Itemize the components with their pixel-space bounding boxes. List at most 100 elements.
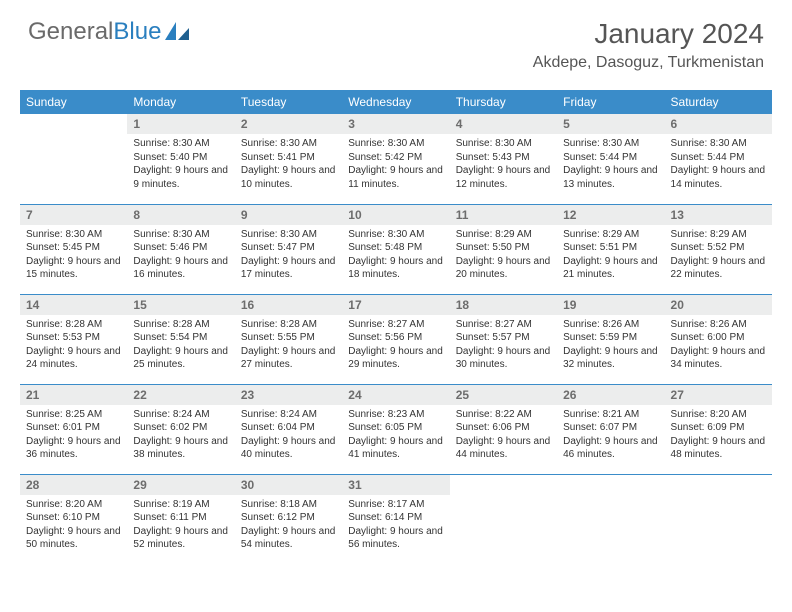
dayname-wednesday: Wednesday [342, 90, 449, 114]
day-cell: 14Sunrise: 8:28 AMSunset: 5:53 PMDayligh… [20, 294, 127, 384]
day-number: 11 [450, 205, 557, 225]
day-number: 18 [450, 295, 557, 315]
day-cell: 30Sunrise: 8:18 AMSunset: 6:12 PMDayligh… [235, 474, 342, 564]
day-details: Sunrise: 8:30 AMSunset: 5:45 PMDaylight:… [20, 225, 127, 288]
day-details: Sunrise: 8:25 AMSunset: 6:01 PMDaylight:… [20, 405, 127, 468]
day-details: Sunrise: 8:18 AMSunset: 6:12 PMDaylight:… [235, 495, 342, 558]
day-number: 14 [20, 295, 127, 315]
day-cell: 13Sunrise: 8:29 AMSunset: 5:52 PMDayligh… [665, 204, 772, 294]
day-cell: 18Sunrise: 8:27 AMSunset: 5:57 PMDayligh… [450, 294, 557, 384]
day-number: 23 [235, 385, 342, 405]
day-cell: 6Sunrise: 8:30 AMSunset: 5:44 PMDaylight… [665, 114, 772, 204]
day-details: Sunrise: 8:20 AMSunset: 6:09 PMDaylight:… [665, 405, 772, 468]
day-cell: 17Sunrise: 8:27 AMSunset: 5:56 PMDayligh… [342, 294, 449, 384]
day-details: Sunrise: 8:30 AMSunset: 5:42 PMDaylight:… [342, 134, 449, 197]
day-number: 3 [342, 114, 449, 134]
day-cell [665, 474, 772, 564]
day-number: 30 [235, 475, 342, 495]
day-details: Sunrise: 8:30 AMSunset: 5:41 PMDaylight:… [235, 134, 342, 197]
day-details: Sunrise: 8:30 AMSunset: 5:43 PMDaylight:… [450, 134, 557, 197]
day-cell: 24Sunrise: 8:23 AMSunset: 6:05 PMDayligh… [342, 384, 449, 474]
brand-part1: General [28, 18, 113, 46]
day-cell: 9Sunrise: 8:30 AMSunset: 5:47 PMDaylight… [235, 204, 342, 294]
day-number: 15 [127, 295, 234, 315]
day-details: Sunrise: 8:24 AMSunset: 6:02 PMDaylight:… [127, 405, 234, 468]
day-details: Sunrise: 8:30 AMSunset: 5:47 PMDaylight:… [235, 225, 342, 288]
day-cell: 2Sunrise: 8:30 AMSunset: 5:41 PMDaylight… [235, 114, 342, 204]
day-cell: 11Sunrise: 8:29 AMSunset: 5:50 PMDayligh… [450, 204, 557, 294]
day-number: 4 [450, 114, 557, 134]
day-cell: 5Sunrise: 8:30 AMSunset: 5:44 PMDaylight… [557, 114, 664, 204]
dayname-sunday: Sunday [20, 90, 127, 114]
day-cell: 1Sunrise: 8:30 AMSunset: 5:40 PMDaylight… [127, 114, 234, 204]
day-number: 28 [20, 475, 127, 495]
day-cell: 19Sunrise: 8:26 AMSunset: 5:59 PMDayligh… [557, 294, 664, 384]
day-number: 22 [127, 385, 234, 405]
day-cell: 31Sunrise: 8:17 AMSunset: 6:14 PMDayligh… [342, 474, 449, 564]
day-details: Sunrise: 8:22 AMSunset: 6:06 PMDaylight:… [450, 405, 557, 468]
day-details: Sunrise: 8:30 AMSunset: 5:40 PMDaylight:… [127, 134, 234, 197]
day-cell: 12Sunrise: 8:29 AMSunset: 5:51 PMDayligh… [557, 204, 664, 294]
day-cell: 26Sunrise: 8:21 AMSunset: 6:07 PMDayligh… [557, 384, 664, 474]
day-cell: 22Sunrise: 8:24 AMSunset: 6:02 PMDayligh… [127, 384, 234, 474]
day-details: Sunrise: 8:24 AMSunset: 6:04 PMDaylight:… [235, 405, 342, 468]
day-details: Sunrise: 8:29 AMSunset: 5:50 PMDaylight:… [450, 225, 557, 288]
day-details: Sunrise: 8:28 AMSunset: 5:53 PMDaylight:… [20, 315, 127, 378]
day-details: Sunrise: 8:26 AMSunset: 5:59 PMDaylight:… [557, 315, 664, 378]
day-number: 17 [342, 295, 449, 315]
day-cell: 10Sunrise: 8:30 AMSunset: 5:48 PMDayligh… [342, 204, 449, 294]
day-cell: 23Sunrise: 8:24 AMSunset: 6:04 PMDayligh… [235, 384, 342, 474]
day-details: Sunrise: 8:19 AMSunset: 6:11 PMDaylight:… [127, 495, 234, 558]
day-number: 9 [235, 205, 342, 225]
day-number: 16 [235, 295, 342, 315]
day-number: 31 [342, 475, 449, 495]
dayname-thursday: Thursday [450, 90, 557, 114]
day-number: 13 [665, 205, 772, 225]
day-number: 29 [127, 475, 234, 495]
calendar-table: SundayMondayTuesdayWednesdayThursdayFrid… [20, 90, 772, 564]
day-number: 8 [127, 205, 234, 225]
brand-part2: Blue [113, 18, 161, 46]
day-cell: 15Sunrise: 8:28 AMSunset: 5:54 PMDayligh… [127, 294, 234, 384]
day-number: 21 [20, 385, 127, 405]
day-details: Sunrise: 8:23 AMSunset: 6:05 PMDaylight:… [342, 405, 449, 468]
brand-logo: GeneralBlue [28, 18, 191, 46]
day-number: 27 [665, 385, 772, 405]
dayname-friday: Friday [557, 90, 664, 114]
dayname-saturday: Saturday [665, 90, 772, 114]
day-cell: 3Sunrise: 8:30 AMSunset: 5:42 PMDaylight… [342, 114, 449, 204]
day-cell [557, 474, 664, 564]
day-details: Sunrise: 8:28 AMSunset: 5:54 PMDaylight:… [127, 315, 234, 378]
day-number: 10 [342, 205, 449, 225]
day-details: Sunrise: 8:17 AMSunset: 6:14 PMDaylight:… [342, 495, 449, 558]
day-details: Sunrise: 8:26 AMSunset: 6:00 PMDaylight:… [665, 315, 772, 378]
day-cell [20, 114, 127, 204]
day-cell: 4Sunrise: 8:30 AMSunset: 5:43 PMDaylight… [450, 114, 557, 204]
day-details: Sunrise: 8:29 AMSunset: 5:51 PMDaylight:… [557, 225, 664, 288]
day-number: 1 [127, 114, 234, 134]
day-details: Sunrise: 8:27 AMSunset: 5:56 PMDaylight:… [342, 315, 449, 378]
dayname-monday: Monday [127, 90, 234, 114]
day-number: 26 [557, 385, 664, 405]
header: GeneralBlue January 2024 Akdepe, Dasoguz… [0, 0, 792, 82]
day-details: Sunrise: 8:21 AMSunset: 6:07 PMDaylight:… [557, 405, 664, 468]
day-details: Sunrise: 8:27 AMSunset: 5:57 PMDaylight:… [450, 315, 557, 378]
day-details: Sunrise: 8:28 AMSunset: 5:55 PMDaylight:… [235, 315, 342, 378]
month-title: January 2024 [533, 18, 764, 50]
dayname-tuesday: Tuesday [235, 90, 342, 114]
day-number: 6 [665, 114, 772, 134]
day-cell [450, 474, 557, 564]
day-cell: 29Sunrise: 8:19 AMSunset: 6:11 PMDayligh… [127, 474, 234, 564]
day-cell: 8Sunrise: 8:30 AMSunset: 5:46 PMDaylight… [127, 204, 234, 294]
day-details: Sunrise: 8:30 AMSunset: 5:46 PMDaylight:… [127, 225, 234, 288]
calendar-head: SundayMondayTuesdayWednesdayThursdayFrid… [20, 90, 772, 114]
day-cell: 20Sunrise: 8:26 AMSunset: 6:00 PMDayligh… [665, 294, 772, 384]
day-cell: 21Sunrise: 8:25 AMSunset: 6:01 PMDayligh… [20, 384, 127, 474]
day-number: 24 [342, 385, 449, 405]
calendar-body: 1Sunrise: 8:30 AMSunset: 5:40 PMDaylight… [20, 114, 772, 564]
day-details: Sunrise: 8:30 AMSunset: 5:44 PMDaylight:… [665, 134, 772, 197]
logo-sail-icon [165, 22, 191, 42]
day-number: 2 [235, 114, 342, 134]
week-row: 28Sunrise: 8:20 AMSunset: 6:10 PMDayligh… [20, 474, 772, 564]
day-number: 5 [557, 114, 664, 134]
